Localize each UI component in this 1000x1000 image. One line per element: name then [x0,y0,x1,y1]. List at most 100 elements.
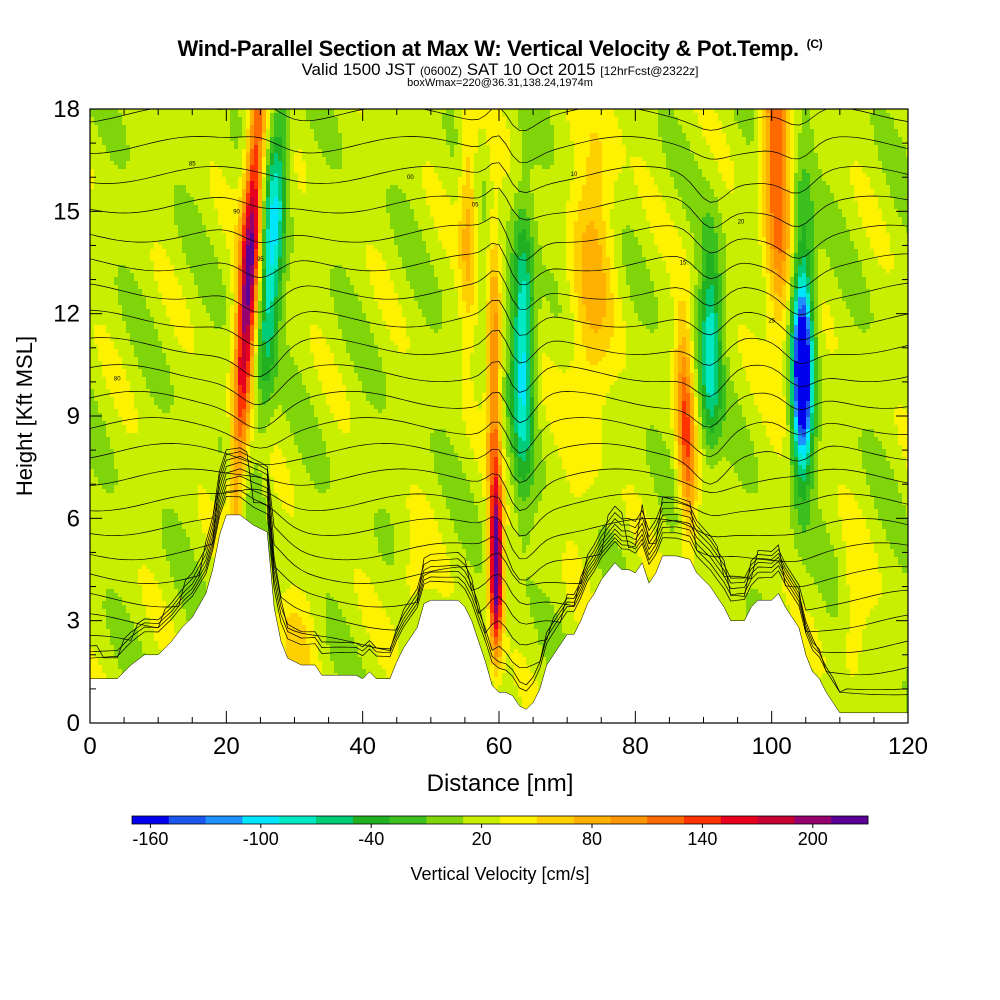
w-cell [498,141,503,146]
w-cell [698,177,703,182]
w-cell [750,157,755,162]
w-cell [514,173,519,178]
w-cell [490,149,495,154]
w-cell [490,133,495,138]
w-cell [326,137,331,142]
w-cell [730,197,735,202]
w-cell [370,201,375,206]
w-cell [818,161,823,166]
w-cell [622,153,627,158]
w-cell [162,197,167,202]
w-cell [702,157,707,162]
w-cell [674,165,679,170]
w-cell [130,177,135,182]
w-cell [646,133,651,138]
w-cell [334,177,339,182]
w-cell [662,133,667,138]
w-cell [426,125,431,130]
w-cell [254,173,259,178]
w-cell [742,121,747,126]
w-cell [218,157,223,162]
w-cell [386,157,391,162]
w-cell [126,113,131,118]
w-cell [402,169,407,174]
w-cell [682,129,687,134]
w-cell [718,189,723,194]
w-cell [454,181,459,186]
w-cell [282,161,287,166]
w-cell [662,121,667,126]
w-cell [506,133,511,138]
w-cell [374,149,379,154]
w-cell [338,165,343,170]
w-cell [690,173,695,178]
w-cell [402,121,407,126]
w-cell [846,161,851,166]
w-cell [402,197,407,202]
w-cell [710,117,715,122]
w-cell [650,181,655,186]
w-cell [594,145,599,150]
w-cell [662,189,667,194]
w-cell [890,189,895,194]
w-cell [514,153,519,158]
w-cell [554,169,559,174]
w-cell [174,165,179,170]
w-cell [570,197,575,202]
w-cell [342,185,347,190]
w-cell [450,109,455,114]
w-cell [698,137,703,142]
w-cell [362,145,367,150]
w-cell [318,125,323,130]
w-cell [538,153,543,158]
w-cell [654,133,659,138]
w-cell [338,161,343,166]
w-cell [454,197,459,202]
w-cell [574,109,579,114]
w-cell [418,157,423,162]
w-cell [234,165,239,170]
w-cell [822,117,827,122]
w-cell [722,161,727,166]
w-cell [142,121,147,126]
w-cell [438,149,443,154]
w-cell [298,141,303,146]
w-cell [138,181,143,186]
w-cell [294,197,299,202]
w-cell [722,149,727,154]
w-cell [254,121,259,126]
w-cell [642,161,647,166]
w-cell [778,125,783,130]
w-cell [634,189,639,194]
w-cell [678,161,683,166]
w-cell [90,153,95,158]
w-cell [834,113,839,118]
w-cell [630,149,635,154]
w-cell [582,181,587,186]
w-cell [702,193,707,198]
w-cell [682,185,687,190]
w-cell [682,113,687,118]
w-cell [766,189,771,194]
w-cell [102,141,107,146]
w-cell [182,197,187,202]
w-cell [770,169,775,174]
w-cell [430,161,435,166]
w-cell [566,141,571,146]
w-cell [574,125,579,130]
w-cell [506,149,511,154]
w-cell [122,121,127,126]
w-cell [110,165,115,170]
w-cell [486,129,491,134]
w-cell [710,173,715,178]
w-cell [118,109,123,114]
w-cell [550,125,555,130]
w-cell [562,169,567,174]
w-cell [730,129,735,134]
w-cell [510,109,515,114]
w-cell [682,117,687,122]
w-cell [286,173,291,178]
w-cell [410,169,415,174]
w-cell [602,157,607,162]
w-cell [810,137,815,142]
